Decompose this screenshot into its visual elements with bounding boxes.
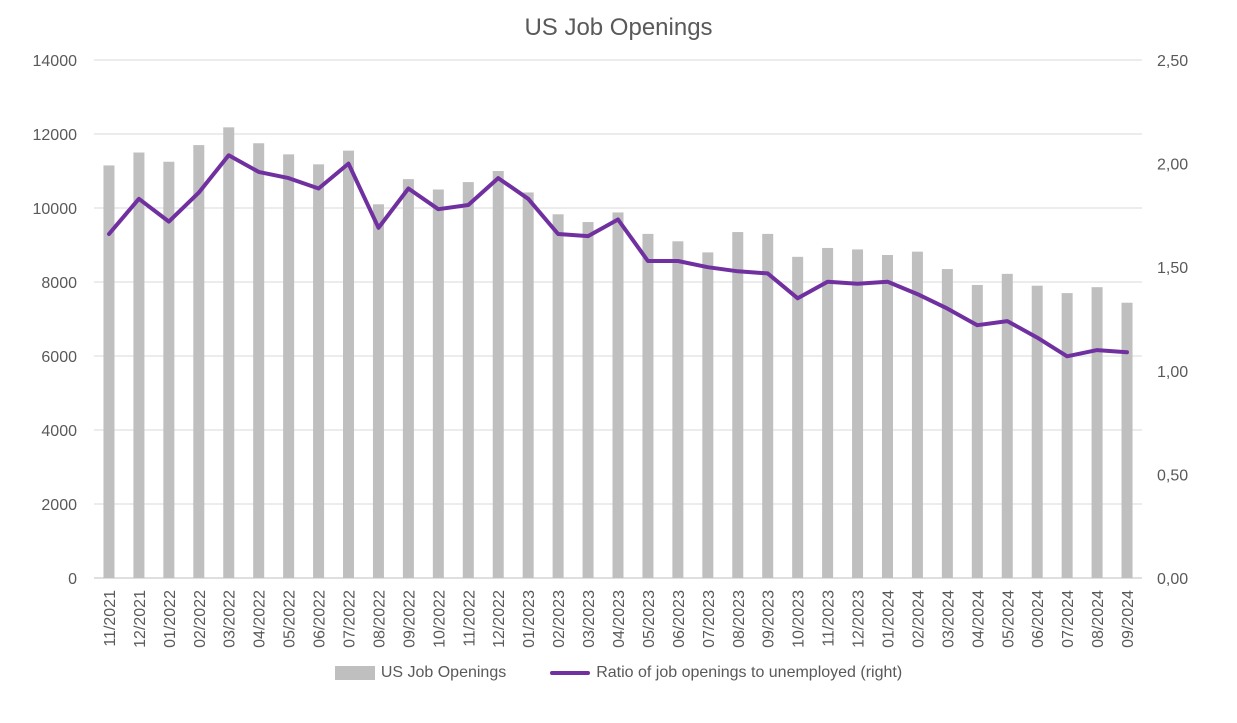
bar: [163, 161, 175, 578]
legend-line-swatch: [550, 671, 591, 675]
bar: [283, 154, 295, 578]
bar: [642, 233, 654, 578]
bar: [343, 150, 355, 578]
x-tick-label: 11/2023: [821, 590, 838, 647]
y-right-tick-label: 2,50: [1157, 53, 1188, 70]
y-right-tick-label: 0,00: [1157, 571, 1188, 588]
x-tick-label: 09/2024: [1120, 590, 1137, 648]
x-tick-label: 10/2023: [791, 590, 808, 648]
x-tick-label: 02/2024: [910, 590, 927, 648]
bar: [971, 284, 983, 578]
chart-title: US Job Openings: [524, 14, 713, 41]
x-axis: 11/2021 12/2021 01/2022 02/2022 03/2022 04/20…: [102, 590, 1137, 648]
bar-series: [103, 127, 1133, 579]
x-tick-label: 05/2022: [282, 590, 299, 648]
x-tick-label: 10/2022: [431, 590, 448, 648]
bar: [911, 251, 923, 578]
legend-label-openings: US Job Openings: [380, 664, 507, 681]
y-right-tick-label: 0,50: [1157, 467, 1188, 484]
x-tick-label: 08/2022: [371, 590, 388, 648]
x-tick-label: 04/2024: [970, 590, 987, 648]
x-tick-label: 06/2023: [671, 590, 688, 648]
bar: [402, 179, 414, 578]
bar: [522, 192, 534, 578]
x-tick-label: 03/2024: [940, 590, 957, 648]
bar: [732, 232, 744, 579]
legend-label-ratio: Ratio of job openings to unemployed (rig…: [596, 664, 903, 681]
bar: [881, 254, 893, 579]
x-tick-label: 05/2024: [1000, 590, 1017, 648]
bar: [1091, 287, 1103, 578]
ratio-line: [107, 153, 1129, 359]
bar: [762, 233, 774, 578]
bar: [792, 256, 804, 578]
x-tick-label: 11/2022: [461, 590, 478, 647]
bar: [253, 143, 265, 578]
x-tick-label: 06/2022: [312, 590, 329, 648]
y-left-tick-label: 12000: [33, 127, 78, 144]
bar: [552, 214, 564, 579]
bar: [193, 145, 205, 578]
x-tick-label: 01/2024: [880, 590, 897, 648]
x-tick-label: 03/2022: [222, 590, 239, 648]
bar: [582, 222, 594, 578]
bar: [462, 182, 474, 578]
y-axis-left: 0 2000 4000 6000 8000 10000 12000 14000: [33, 53, 78, 588]
bar: [1031, 285, 1043, 578]
bar: [702, 252, 714, 578]
x-tick-label: 08/2023: [731, 590, 748, 648]
y-right-tick-label: 1,00: [1157, 364, 1188, 381]
x-tick-label: 04/2023: [611, 590, 628, 648]
x-tick-label: 08/2024: [1090, 590, 1107, 648]
x-tick-label: 05/2023: [641, 590, 658, 648]
x-tick-label: 01/2023: [521, 590, 538, 648]
y-left-tick-label: 0: [68, 571, 77, 588]
x-tick-label: 02/2022: [192, 590, 209, 648]
bar: [822, 247, 834, 578]
bar: [313, 164, 325, 578]
y-left-tick-label: 14000: [33, 53, 78, 70]
legend-item-openings: US Job Openings: [334, 664, 507, 682]
x-tick-label: 07/2022: [342, 590, 359, 648]
bar: [372, 204, 384, 579]
bar: [223, 127, 235, 578]
y-left-tick-label: 10000: [33, 201, 78, 218]
x-tick-label: 07/2024: [1060, 590, 1077, 648]
x-tick-label: 09/2022: [401, 590, 418, 648]
bar: [1001, 273, 1013, 578]
y-left-tick-label: 2000: [41, 497, 77, 514]
y-axis-right: 0,00 0,50 1,00 1,50 2,00 2,50: [1157, 53, 1188, 588]
bar: [612, 212, 624, 578]
bar: [1121, 302, 1133, 578]
y-right-tick-label: 2,00: [1157, 157, 1188, 174]
y-left-tick-label: 4000: [41, 423, 77, 440]
bar: [492, 171, 504, 578]
bar: [432, 189, 444, 578]
bar: [133, 152, 145, 578]
bar: [103, 165, 115, 578]
bar: [1061, 293, 1073, 578]
x-tick-label: 11/2021: [102, 590, 119, 647]
x-tick-label: 12/2022: [491, 590, 508, 648]
x-tick-label: 02/2023: [551, 590, 568, 648]
y-left-tick-label: 8000: [41, 275, 77, 292]
y-left-tick-label: 6000: [41, 349, 77, 366]
legend-bar-swatch: [334, 666, 375, 680]
y-right-tick-label: 1,50: [1157, 260, 1188, 277]
bar: [852, 249, 864, 578]
x-tick-label: 03/2023: [581, 590, 598, 648]
bar: [941, 269, 953, 578]
bar: [672, 241, 684, 579]
x-tick-label: 06/2024: [1030, 590, 1047, 648]
x-tick-label: 04/2022: [252, 590, 269, 648]
x-tick-label: 01/2022: [162, 590, 179, 648]
x-tick-label: 12/2021: [132, 590, 149, 648]
x-tick-label: 07/2023: [701, 590, 718, 648]
x-tick-label: 09/2023: [761, 590, 778, 648]
x-tick-label: 12/2023: [851, 590, 868, 648]
legend-item-ratio: Ratio of job openings to unemployed (rig…: [550, 664, 902, 682]
legend: US Job Openings Ratio of job openings to…: [0, 664, 1237, 682]
